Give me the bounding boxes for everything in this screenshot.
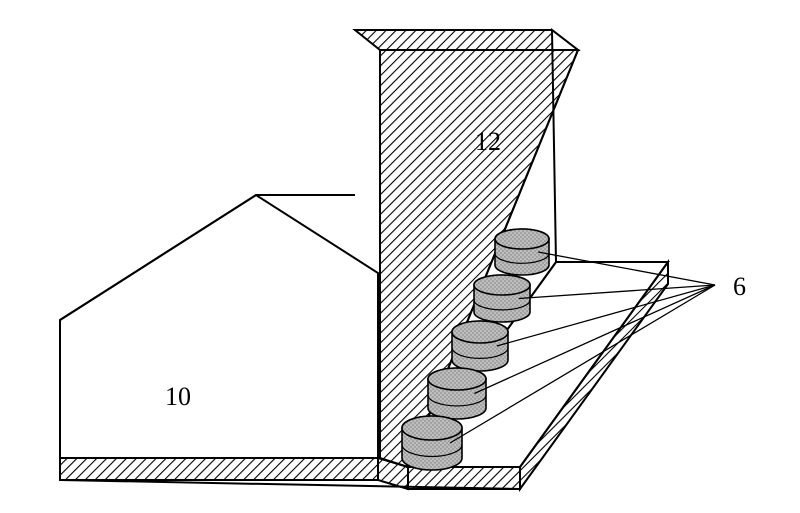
label-plate-vertical: 12 — [475, 127, 501, 156]
cylinder-top — [428, 368, 486, 390]
vertical-plate-top — [355, 30, 578, 50]
label-cylinders: 6 — [733, 272, 746, 301]
base-plate-left-front-edge — [60, 458, 378, 480]
cylinder-top — [474, 275, 530, 295]
cylinder-top — [495, 229, 549, 249]
cylinder-top — [452, 321, 508, 343]
cylinder-top — [402, 416, 462, 440]
label-plate-left: 10 — [165, 382, 191, 411]
base-plate-left-top — [60, 195, 378, 458]
